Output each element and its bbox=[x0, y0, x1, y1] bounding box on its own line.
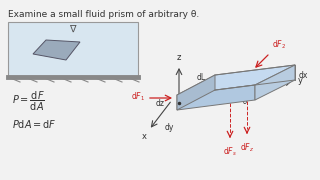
Text: $\mathrm{d}F_2$: $\mathrm{d}F_2$ bbox=[272, 39, 286, 51]
Text: $P\mathrm{d}A = \mathrm{d}F$: $P\mathrm{d}A = \mathrm{d}F$ bbox=[12, 118, 57, 130]
Text: dx: dx bbox=[299, 71, 308, 80]
Polygon shape bbox=[33, 40, 80, 60]
Text: $\rho$: $\rho$ bbox=[255, 82, 263, 93]
Text: Examine a small fluid prism of arbitrary θ.: Examine a small fluid prism of arbitrary… bbox=[8, 10, 199, 19]
Text: x: x bbox=[142, 132, 147, 141]
Text: dF: dF bbox=[237, 86, 246, 92]
Text: dm: dm bbox=[234, 73, 247, 82]
Text: y: y bbox=[298, 75, 303, 84]
Polygon shape bbox=[177, 75, 215, 110]
Polygon shape bbox=[177, 85, 255, 110]
Bar bbox=[8, 22, 138, 77]
Polygon shape bbox=[177, 65, 295, 95]
Polygon shape bbox=[255, 65, 295, 100]
Text: dz: dz bbox=[156, 98, 165, 107]
Text: dy: dy bbox=[164, 123, 174, 132]
Text: $\theta$: $\theta$ bbox=[242, 95, 249, 106]
Text: $P = \dfrac{\mathrm{d}F}{\mathrm{d}A}$: $P = \dfrac{\mathrm{d}F}{\mathrm{d}A}$ bbox=[12, 90, 45, 113]
Text: $\mathrm{d}F_s$: $\mathrm{d}F_s$ bbox=[223, 145, 237, 158]
Text: $\mathrm{d}F_1$: $\mathrm{d}F_1$ bbox=[131, 91, 145, 103]
Text: $\nabla$: $\nabla$ bbox=[69, 24, 77, 34]
Text: $\mathrm{d}F_z$: $\mathrm{d}F_z$ bbox=[240, 141, 254, 154]
Text: dV: dV bbox=[245, 82, 256, 91]
Text: z: z bbox=[177, 53, 181, 62]
Text: dL: dL bbox=[197, 73, 206, 82]
